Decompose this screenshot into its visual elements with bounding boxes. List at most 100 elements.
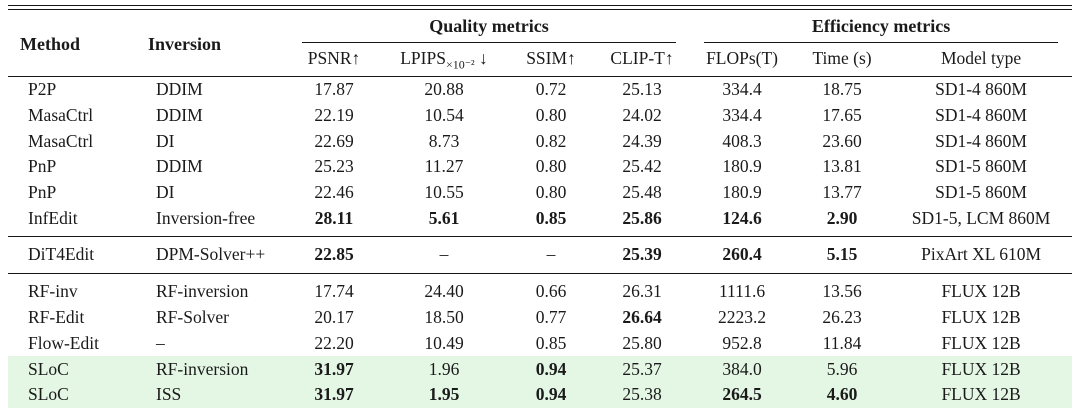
cell-clip-t: 24.02 bbox=[622, 104, 662, 125]
cell-inversion: DDIM bbox=[156, 156, 203, 177]
column-header-inversion: Inversion bbox=[136, 9, 288, 77]
cell-flops: 334.4 bbox=[722, 79, 762, 100]
column-header-clip-t: CLIP-T↑ bbox=[594, 42, 691, 77]
cell-lpips: 1.96 bbox=[428, 358, 460, 379]
cell-flops: 408.3 bbox=[722, 130, 762, 151]
cell-method: MasaCtrl bbox=[28, 130, 94, 151]
cell-flops: 952.8 bbox=[722, 332, 762, 353]
lpips-subscript: ×10⁻² bbox=[445, 57, 475, 72]
column-header-method: Method bbox=[8, 9, 136, 77]
cell-ssim: 0.80 bbox=[535, 104, 567, 125]
cell-method: MasaCtrl bbox=[28, 104, 94, 125]
cell-model-type: SD1-5, LCM 860M bbox=[890, 205, 1073, 237]
cell-model-type: FLUX 12B bbox=[941, 358, 1021, 379]
cell-lpips: 20.88 bbox=[424, 79, 464, 100]
cell-method: P2P bbox=[28, 79, 57, 100]
cell-method: SLoC bbox=[28, 384, 69, 405]
cell-lpips: – bbox=[380, 236, 508, 275]
group-header-efficiency-label: Efficiency metrics bbox=[704, 15, 1059, 43]
cell-flops: 1111.6 bbox=[718, 281, 766, 302]
table-row: P2P DDIM 17.87 20.88 0.72 25.13 334.4 18.75 SD1-… bbox=[8, 76, 1072, 102]
cell-lpips: 11.27 bbox=[424, 156, 464, 177]
table-row: DiT4Edit DPM-Solver++ 22.85– –25.39 260.4 5.1… bbox=[8, 236, 1073, 275]
cell-psnr: 25.23 bbox=[314, 156, 354, 177]
cell-method: PnP bbox=[28, 156, 57, 177]
cell-flops: 264.5 bbox=[722, 384, 762, 405]
results-table: Method Inversion Quality metrics Efficie… bbox=[8, 9, 1073, 408]
column-header-time: Time (s) bbox=[794, 42, 891, 77]
cell-inversion: RF-inversion bbox=[156, 281, 249, 302]
cell-ssim: 0.80 bbox=[535, 182, 567, 203]
cell-clip-t: 26.64 bbox=[622, 307, 662, 328]
cell-method: Flow-Edit bbox=[28, 332, 99, 353]
cell-psnr: 20.17 bbox=[314, 307, 354, 328]
cell-flops: 2223.2 bbox=[717, 307, 767, 328]
table-row: PnP DDIM 25.23 11.27 0.80 25.42 180.9 13.81 SD1-… bbox=[8, 154, 1072, 180]
cell-flops: 334.4 bbox=[722, 104, 762, 125]
column-header-flops: FLOPs(T) bbox=[690, 42, 795, 77]
cell-inversion: Inversion-free bbox=[136, 205, 288, 237]
cell-lpips: 18.50 bbox=[424, 307, 464, 328]
cell-psnr: 22.69 bbox=[314, 130, 354, 151]
cell-ssim: 0.72 bbox=[535, 79, 567, 100]
table-row: RF-inv RF-inversion 17.74 24.40 0.66 26.31 111… bbox=[8, 274, 1072, 305]
cell-clip-t: 25.42 bbox=[622, 156, 662, 177]
cell-time: 26.23 bbox=[822, 307, 862, 328]
cell-psnr: 17.74 bbox=[314, 281, 354, 302]
cell-model-type: SD1-5 860M bbox=[935, 156, 1027, 177]
cell-time: 17.65 bbox=[822, 104, 862, 125]
cell-clip-t: 25.13 bbox=[622, 79, 662, 100]
cell-psnr: 31.97 bbox=[314, 384, 354, 405]
cell-time: 2.90 bbox=[794, 205, 891, 237]
table-row: MasaCtrl DDIM 22.19 10.54 0.80 24.02 334.4 17.6… bbox=[8, 102, 1072, 128]
cell-ssim: 0.94 bbox=[535, 384, 567, 405]
column-header-psnr: PSNR↑ bbox=[288, 42, 380, 77]
cell-lpips: 24.40 bbox=[424, 281, 464, 302]
cell-inversion: RF-inversion bbox=[156, 358, 249, 379]
table-row: RF-Edit RF-Solver 20.17 18.50 0.77 26.64 2223.… bbox=[8, 305, 1072, 331]
cell-model-type: SD1-4 860M bbox=[935, 130, 1027, 151]
group-header-quality-label: Quality metrics bbox=[302, 15, 677, 43]
cell-ssim: 0.77 bbox=[535, 307, 567, 328]
cell-method: InfEdit bbox=[8, 205, 136, 237]
cell-clip-t: 25.48 bbox=[622, 182, 662, 203]
group-header-efficiency: Efficiency metrics bbox=[690, 10, 1072, 43]
cell-clip-t: 25.39 bbox=[594, 236, 691, 275]
cell-clip-t: 25.38 bbox=[622, 384, 662, 405]
cell-model-type: FLUX 12B bbox=[941, 307, 1021, 328]
cell-time: 23.60 bbox=[822, 130, 862, 151]
table-outer-rule: Method Inversion Quality metrics Efficie… bbox=[8, 5, 1073, 408]
table-row: SLoC RF-inversion 31.97 1.96 0.94 25.37 384.0 5… bbox=[8, 356, 1073, 382]
cell-model-type: FLUX 12B bbox=[941, 281, 1021, 302]
table-head: Method Inversion Quality metrics Efficie… bbox=[8, 9, 1073, 77]
cell-ssim: 0.85 bbox=[535, 332, 567, 353]
cell-flops: 260.4 bbox=[690, 236, 795, 275]
cell-psnr: 28.11 bbox=[288, 205, 380, 237]
cell-inversion: DI bbox=[156, 130, 175, 151]
cell-method: PnP bbox=[28, 182, 57, 203]
cell-lpips: 10.54 bbox=[424, 104, 464, 125]
cell-inversion: RF-Solver bbox=[156, 307, 229, 328]
cell-lpips: 10.55 bbox=[424, 182, 464, 203]
cell-time: 13.77 bbox=[822, 182, 862, 203]
cell-method: RF-inv bbox=[28, 281, 78, 302]
cell-clip-t: 25.80 bbox=[622, 332, 662, 353]
cell-psnr: 22.19 bbox=[314, 104, 354, 125]
cell-inversion: DPM-Solver++ bbox=[136, 236, 288, 275]
cell-model-type: SD1-4 860M bbox=[935, 79, 1027, 100]
cell-ssim: 0.82 bbox=[535, 130, 567, 151]
cell-psnr: 22.20 bbox=[314, 332, 354, 353]
cell-inversion: – bbox=[156, 332, 165, 353]
sub-header-row: PSNR↑ LPIPS×10⁻² ↓ SSIM↑ CLIP-T↑ FLOPs(T… bbox=[8, 42, 1073, 77]
table-row: InfEdit Inversion-free 28.11 5.61 0.85 25.86 1… bbox=[8, 205, 1073, 237]
table-body: P2P DDIM 17.87 20.88 0.72 25.13 334.4 18.75 SD1-… bbox=[8, 76, 1073, 408]
column-header-lpips: LPIPS×10⁻² ↓ bbox=[380, 42, 508, 77]
cell-method: RF-Edit bbox=[28, 307, 85, 328]
table-row: Flow-Edit – 22.20 10.49 0.85 25.80 952.8 11.84 F… bbox=[8, 330, 1072, 356]
cell-psnr: 22.85 bbox=[288, 236, 380, 275]
cell-time: 5.15 bbox=[794, 236, 891, 275]
cell-flops: 124.6 bbox=[690, 205, 795, 237]
group-header-row: Method Inversion Quality metrics Efficie… bbox=[8, 9, 1072, 77]
lpips-label: LPIPS bbox=[400, 47, 446, 68]
